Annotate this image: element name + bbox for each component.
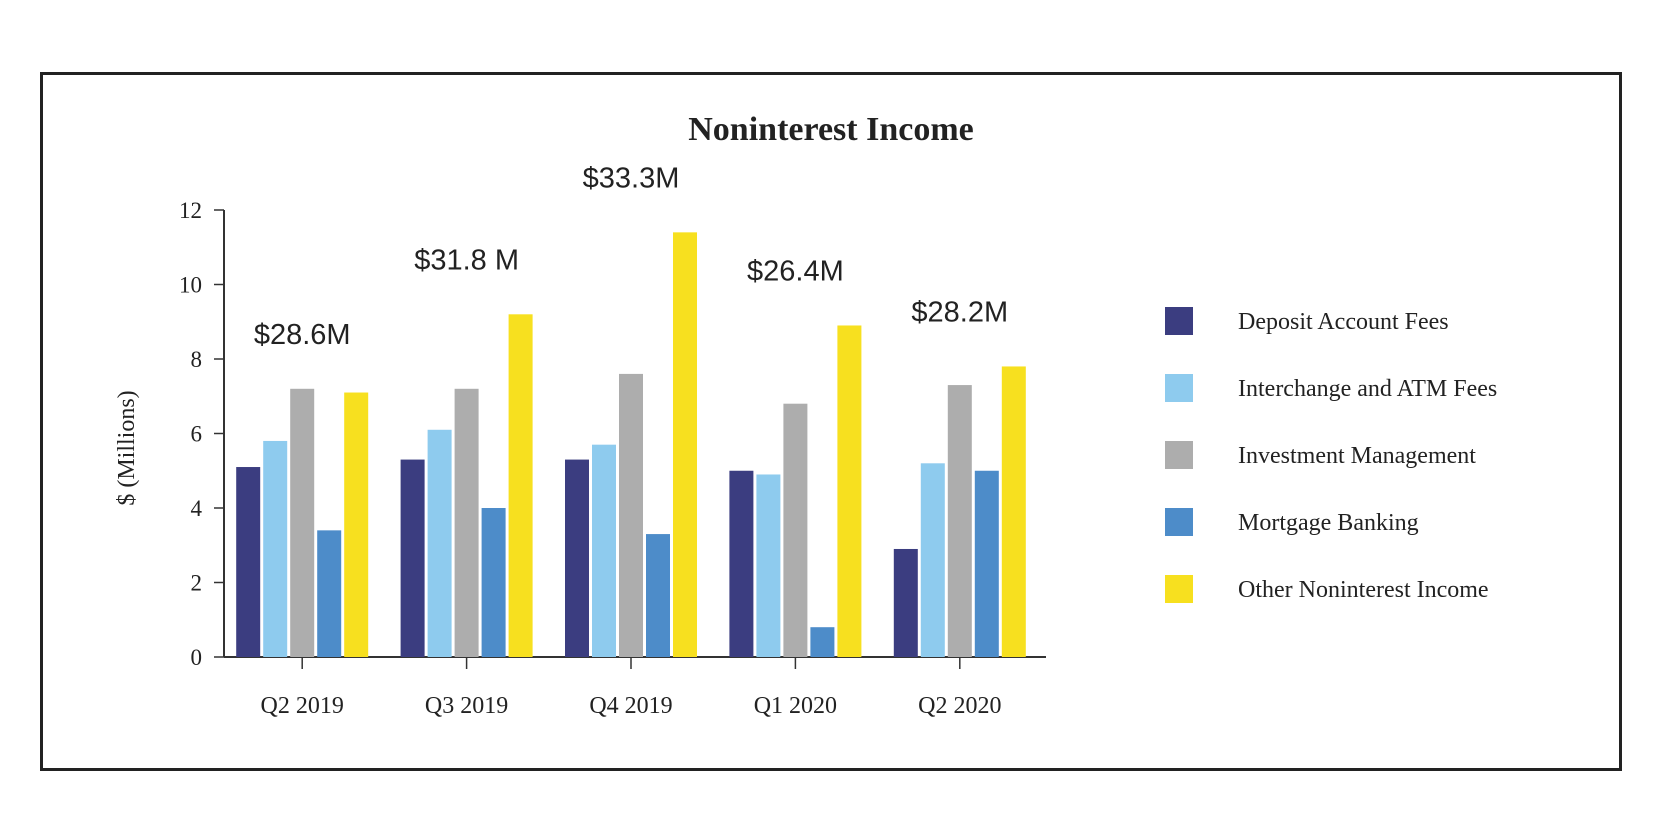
x-tick-labels: Q2 2019 Q3 2019 Q4 2019 Q1 2020 Q2 2020 bbox=[261, 693, 1002, 719]
y-tick-label: 10 bbox=[179, 273, 202, 298]
y-tick-label: 0 bbox=[191, 645, 203, 670]
bar bbox=[565, 459, 589, 657]
bar bbox=[263, 440, 288, 657]
total-label: $31.8 M bbox=[414, 244, 519, 276]
y-tick-label: 8 bbox=[191, 347, 203, 372]
bar bbox=[317, 530, 342, 657]
bar bbox=[756, 474, 781, 657]
bar bbox=[619, 373, 643, 657]
bar bbox=[427, 429, 452, 657]
bar bbox=[290, 388, 315, 657]
total-label: $28.2M bbox=[911, 296, 1008, 328]
y-tick-labels: 0 2 4 6 8 10 12 bbox=[179, 198, 203, 670]
legend-swatch bbox=[1165, 441, 1193, 469]
total-labels: $28.6M $31.8 M $33.3M $26.4M $28.2M bbox=[254, 162, 1008, 350]
bar bbox=[673, 232, 697, 657]
total-label: $26.4M bbox=[747, 255, 844, 287]
legend: Deposit Account Fees Interchange and ATM … bbox=[1165, 307, 1497, 603]
total-label: $28.6M bbox=[254, 319, 351, 351]
legend-label: Other Noninterest Income bbox=[1238, 577, 1489, 603]
legend-swatch bbox=[1165, 508, 1193, 536]
bar bbox=[920, 463, 945, 657]
bar bbox=[810, 627, 835, 657]
bar bbox=[508, 314, 533, 657]
bar bbox=[344, 392, 369, 657]
total-label: $33.3M bbox=[583, 162, 680, 194]
bar bbox=[454, 388, 479, 657]
bar bbox=[236, 467, 261, 657]
legend-swatch bbox=[1165, 374, 1193, 402]
bar bbox=[974, 470, 999, 657]
bar bbox=[481, 508, 506, 657]
x-tick-label: Q4 2019 bbox=[589, 693, 672, 719]
bars bbox=[236, 232, 1026, 657]
legend-label: Investment Management bbox=[1238, 443, 1476, 469]
bar bbox=[893, 548, 918, 657]
bar bbox=[1001, 366, 1026, 657]
x-tick-label: Q2 2019 bbox=[261, 693, 344, 719]
legend-swatch bbox=[1165, 307, 1193, 335]
y-tick-label: 2 bbox=[191, 571, 203, 596]
chart-title: Noninterest Income bbox=[688, 111, 974, 148]
y-tick-label: 6 bbox=[191, 422, 203, 447]
bar bbox=[783, 403, 808, 657]
x-tick-label: Q2 2020 bbox=[918, 693, 1001, 719]
bar bbox=[729, 470, 754, 657]
legend-label: Interchange and ATM Fees bbox=[1238, 376, 1497, 402]
bar bbox=[592, 444, 616, 657]
bar bbox=[400, 459, 425, 657]
bar bbox=[646, 534, 670, 657]
legend-label: Deposit Account Fees bbox=[1238, 309, 1449, 335]
bar bbox=[947, 385, 972, 657]
x-tick-label: Q3 2019 bbox=[425, 693, 508, 719]
y-tick-label: 4 bbox=[191, 496, 203, 521]
x-tick-label: Q1 2020 bbox=[754, 693, 837, 719]
legend-swatch bbox=[1165, 575, 1193, 603]
bar bbox=[837, 325, 862, 657]
y-axis-label: $ (Millions) bbox=[114, 390, 140, 505]
y-tick-label: 12 bbox=[179, 198, 202, 223]
legend-label: Mortgage Banking bbox=[1238, 510, 1419, 536]
